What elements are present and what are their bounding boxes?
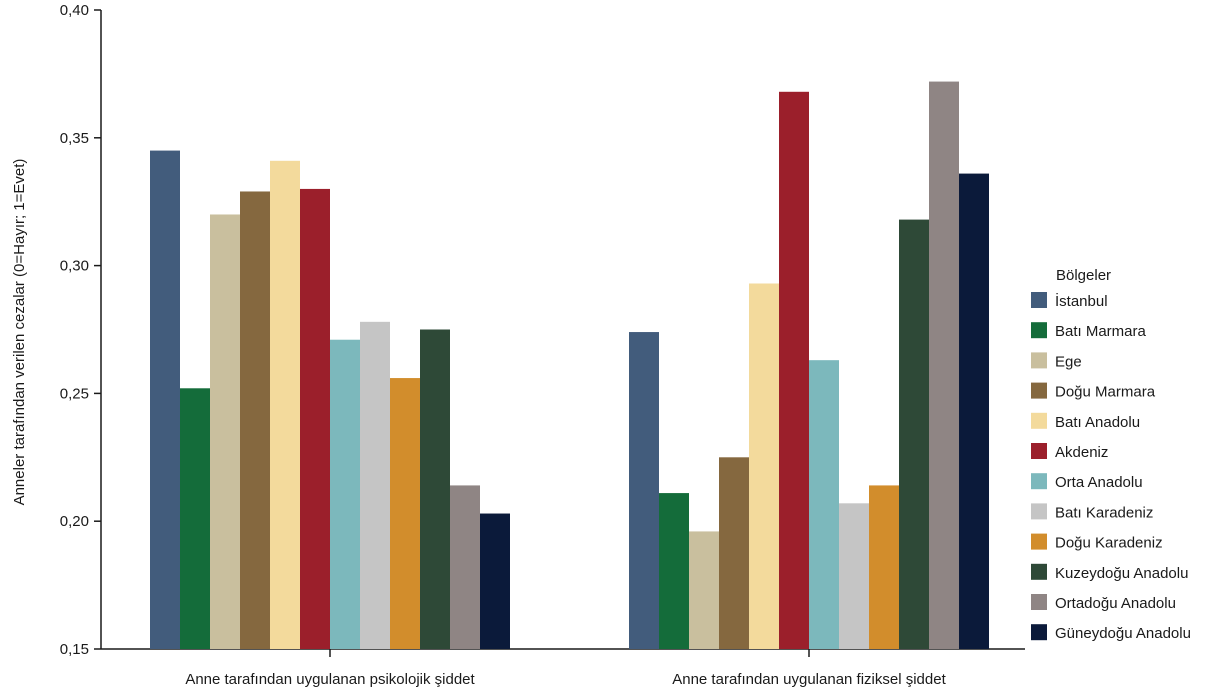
legend-swatch: [1031, 352, 1047, 369]
legend-label: Batı Marmara: [1055, 323, 1147, 340]
y-tick-label: 0,35: [60, 130, 89, 147]
bar: [929, 81, 959, 650]
bar: [959, 173, 989, 650]
bar: [150, 150, 180, 649]
legend-swatch: [1031, 594, 1047, 610]
bar: [420, 329, 450, 649]
legend-swatch: [1031, 322, 1047, 339]
y-tick-label: 0,40: [60, 2, 89, 19]
bar: [330, 339, 360, 649]
legend-label: Güneydoğu Anadolu: [1055, 625, 1191, 642]
bar: [480, 513, 510, 649]
bar: [300, 188, 330, 650]
legend-label: İstanbul: [1055, 292, 1108, 310]
legend-swatch: [1031, 563, 1047, 580]
y-axis-title: Anneler tarafından verilen cezalar (0=Ha…: [11, 159, 28, 506]
legend-swatch: [1031, 382, 1047, 399]
bar: [869, 485, 899, 649]
x-tick-label: Anne tarafından uygulanan psikolojik şid…: [185, 671, 475, 688]
y-tick-label: 0,30: [60, 258, 89, 275]
bar: [689, 531, 719, 649]
bar: [809, 360, 839, 649]
legend-swatch: [1031, 533, 1047, 550]
bar: [390, 378, 420, 649]
legend-label: Batı Karadeniz: [1055, 504, 1153, 521]
x-tick-label: Anne tarafından uygulanan fiziksel şidde…: [672, 671, 946, 688]
legend-label: Batı Anadolu: [1055, 414, 1140, 431]
legend-swatch: [1031, 503, 1047, 520]
y-tick-label: 0,20: [60, 513, 89, 530]
axis-labels: Anneler tarafından verilen cezalar (0=Ha…: [11, 2, 947, 688]
legend-swatch: [1031, 473, 1047, 490]
legend-swatch: [1031, 412, 1047, 429]
legend-swatch: [1031, 443, 1047, 459]
legend-label: Kuzeydoğu Anadolu: [1055, 565, 1188, 582]
bar: [360, 321, 390, 649]
bar: [180, 388, 210, 649]
legend-swatch: [1031, 292, 1047, 308]
legend-label: Akdeniz: [1055, 444, 1108, 461]
y-tick-label: 0,25: [60, 385, 89, 402]
bar: [779, 91, 809, 650]
bar: [270, 160, 300, 649]
bar: [210, 214, 240, 650]
bar: [749, 283, 779, 649]
legend-swatch: [1031, 624, 1047, 641]
legend-label: Ege: [1055, 353, 1082, 370]
legend-label: Ortadoğu Anadolu: [1055, 595, 1176, 612]
legend-label: Doğu Karadeniz: [1055, 535, 1163, 552]
bar: [719, 457, 749, 649]
legend-title: Bölgeler: [1056, 267, 1111, 284]
bar: [899, 219, 929, 650]
legend-label: Doğu Marmara: [1055, 384, 1156, 401]
bar: [629, 332, 659, 649]
bar: [659, 493, 689, 649]
bar: [450, 485, 480, 649]
legend-label: Orta Anadolu: [1055, 474, 1143, 491]
bars: [150, 81, 989, 650]
y-tick-label: 0,15: [60, 641, 89, 658]
bar: [839, 503, 869, 649]
legend: Bölgeler İstanbul Batı Marmara Ege Doğu Mar…: [1031, 267, 1191, 642]
bar: [240, 191, 270, 649]
